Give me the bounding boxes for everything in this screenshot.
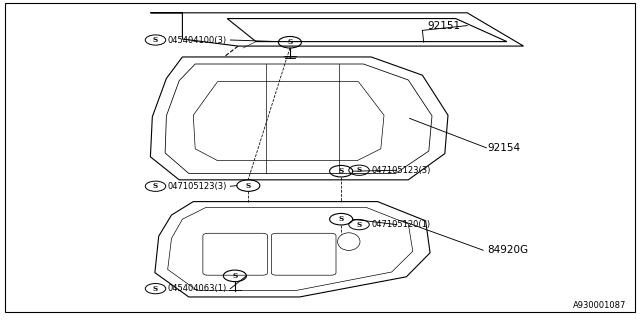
Text: 047105123(3): 047105123(3) xyxy=(371,166,431,175)
Text: S: S xyxy=(153,285,158,292)
Text: A930001087: A930001087 xyxy=(573,301,626,310)
Text: 84920G: 84920G xyxy=(488,245,529,255)
Text: S: S xyxy=(356,221,362,228)
Text: 047105120(1): 047105120(1) xyxy=(371,220,430,229)
Text: S: S xyxy=(356,166,362,174)
Text: 92154: 92154 xyxy=(488,143,521,153)
Text: 047105123(3): 047105123(3) xyxy=(168,182,227,191)
Text: S: S xyxy=(232,272,237,280)
Text: S: S xyxy=(339,167,344,175)
Text: S: S xyxy=(153,182,158,190)
Text: S: S xyxy=(287,38,292,46)
Text: S: S xyxy=(246,181,251,189)
Text: 045404063(1): 045404063(1) xyxy=(168,284,227,293)
Text: S: S xyxy=(153,36,158,44)
Text: S: S xyxy=(339,215,344,223)
Text: 92151: 92151 xyxy=(428,21,461,31)
Text: 045404100(3): 045404100(3) xyxy=(168,36,227,44)
